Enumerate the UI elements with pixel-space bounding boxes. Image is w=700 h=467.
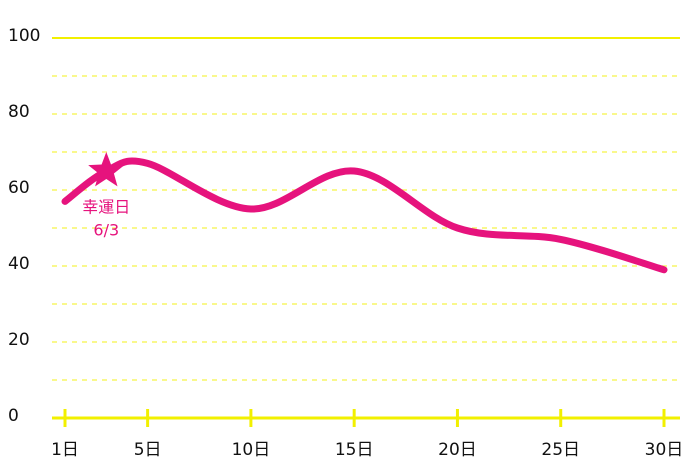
x-tick-label: 30日: [645, 440, 684, 460]
x-tick-label: 1日: [51, 440, 79, 460]
x-tick-label: 15日: [335, 440, 374, 460]
y-tick-label: 80: [8, 102, 30, 122]
highlight-date: 6/3: [93, 221, 119, 240]
x-tick-label: 10日: [232, 440, 271, 460]
highlight-star: [88, 152, 125, 187]
x-tick-label: 5日: [134, 440, 162, 460]
line: [61, 157, 668, 274]
y-tick-label: 40: [8, 254, 30, 274]
y-tick-label: 20: [8, 330, 30, 350]
y-tick-label: 0: [8, 406, 19, 426]
y-tick-label: 100: [8, 26, 40, 46]
x-tick-label: 25日: [541, 440, 580, 460]
highlight-label: 幸運日: [82, 198, 130, 217]
y-tick-label: 60: [8, 178, 30, 198]
x-tick-label: 20日: [438, 440, 477, 460]
